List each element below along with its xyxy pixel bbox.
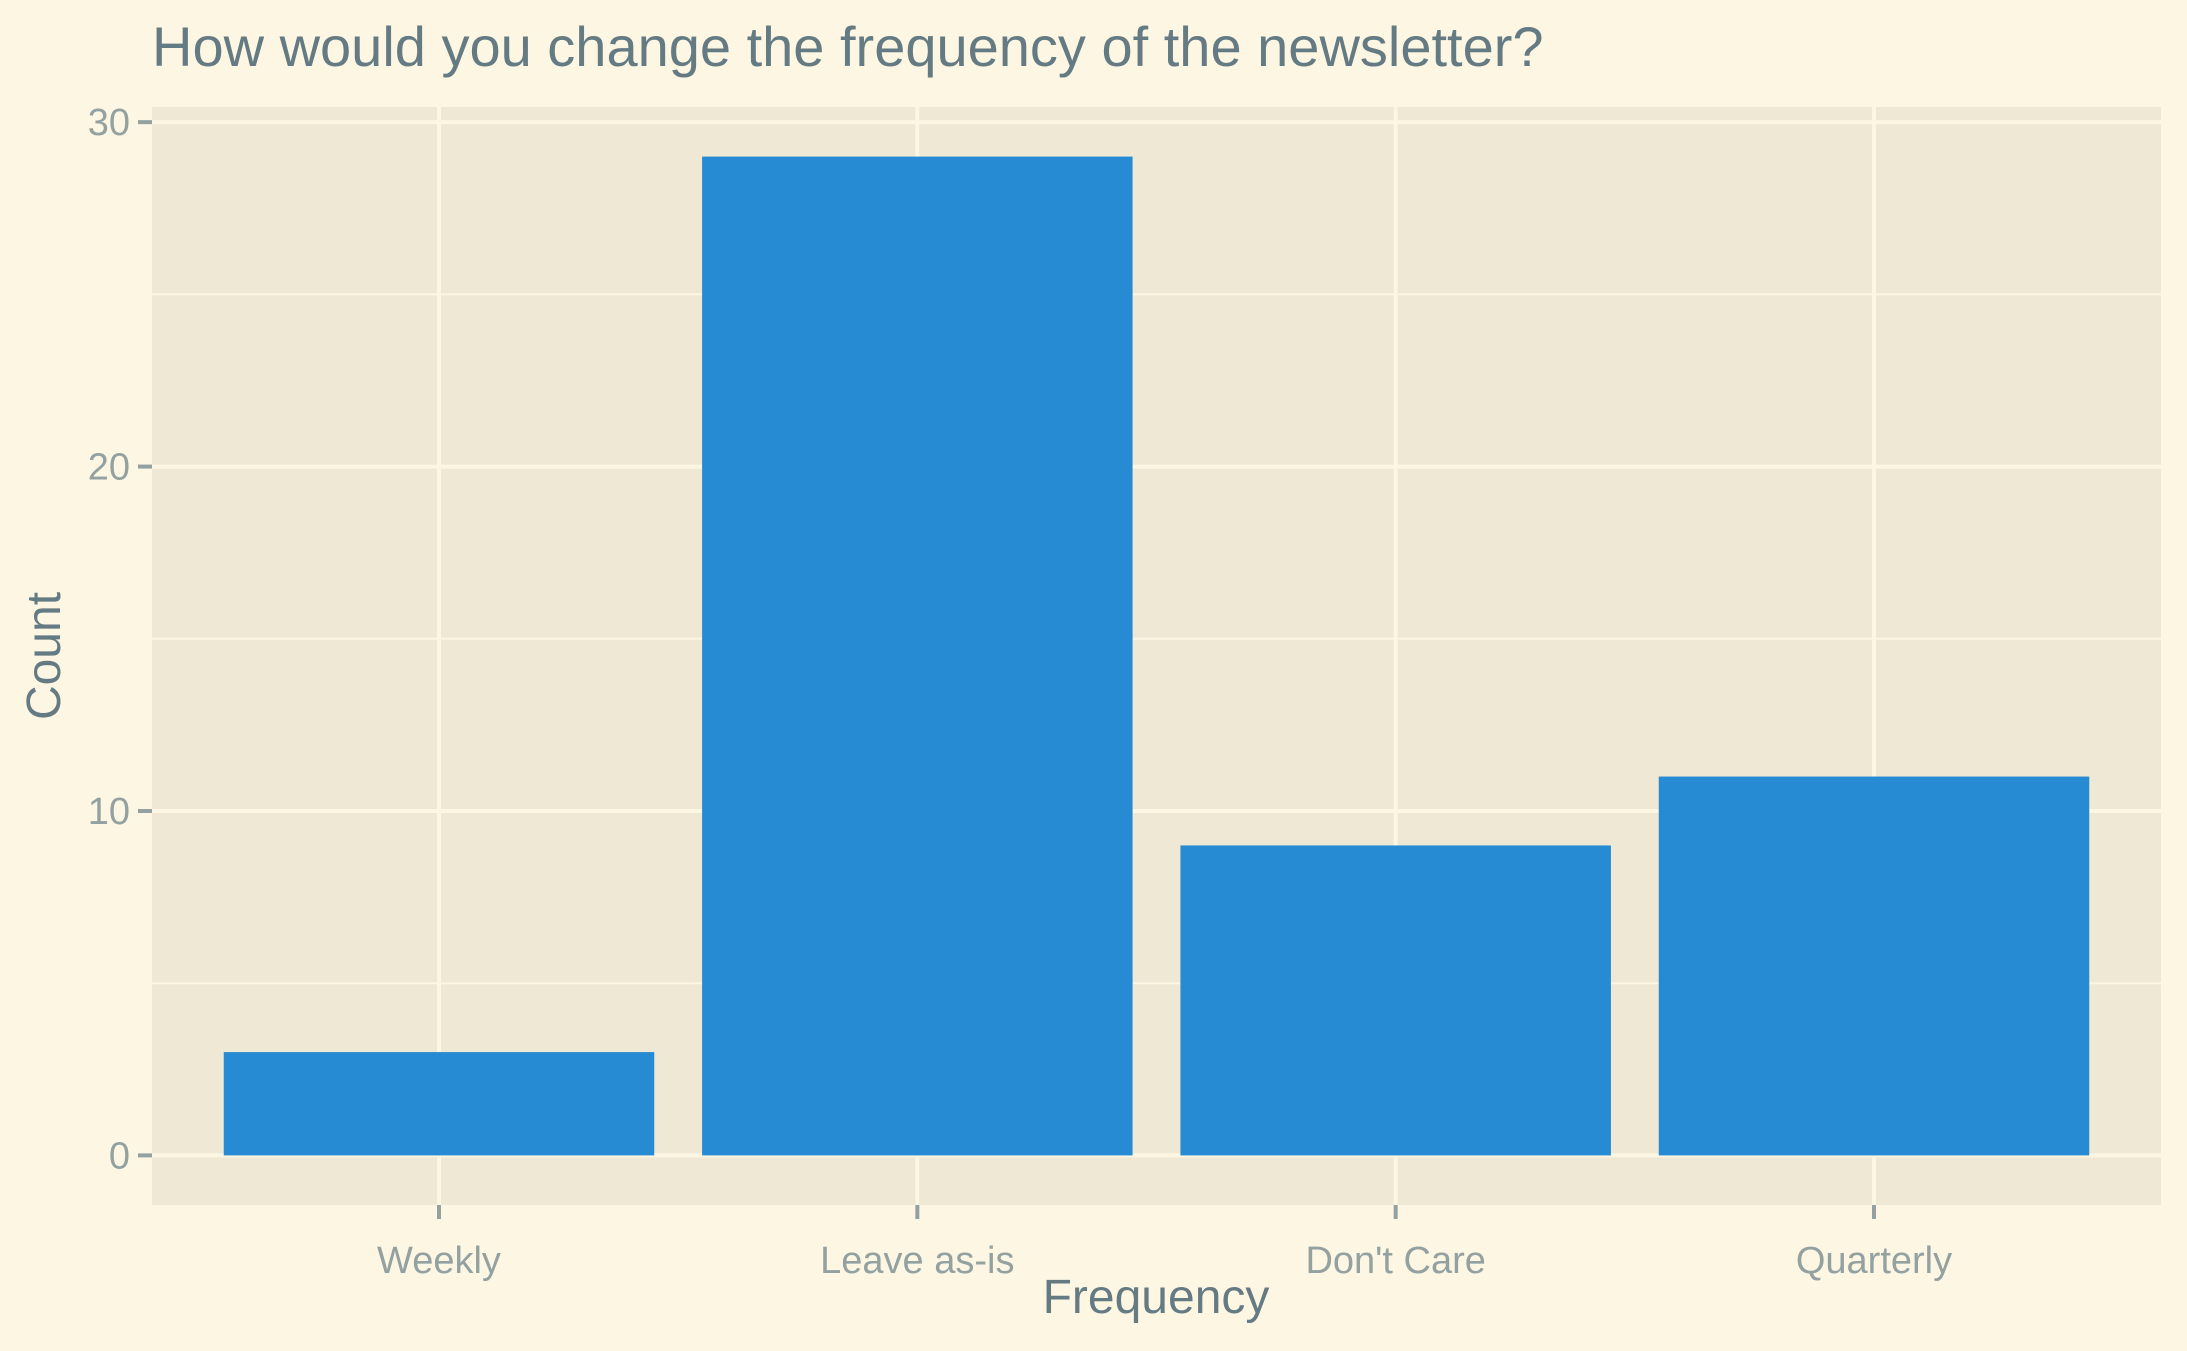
bars (223, 156, 2090, 1156)
y-tick-label: 20 (88, 447, 130, 489)
y-tick-label: 30 (88, 102, 130, 144)
x-tick-label: Quarterly (1796, 1240, 1952, 1282)
bar (1180, 845, 1611, 1156)
y-tick-label: 10 (88, 791, 130, 833)
x-tick-label: Leave as-is (820, 1240, 1014, 1282)
x-axis: Weekly Leave as-is Don't Care Quarterly (377, 1205, 1952, 1282)
chart-title: How would you change the frequency of th… (152, 15, 1544, 78)
y-tick-label: 0 (109, 1135, 130, 1177)
bar (223, 1052, 655, 1156)
bar (702, 156, 1133, 1156)
bar (1658, 776, 2090, 1156)
x-axis-title: Frequency (1043, 1271, 1270, 1324)
y-axis-title: Count (18, 592, 71, 720)
y-axis: 0 10 20 30 (88, 102, 152, 1177)
x-tick-label: Weekly (377, 1240, 501, 1282)
x-tick-label: Don't Care (1305, 1240, 1485, 1282)
